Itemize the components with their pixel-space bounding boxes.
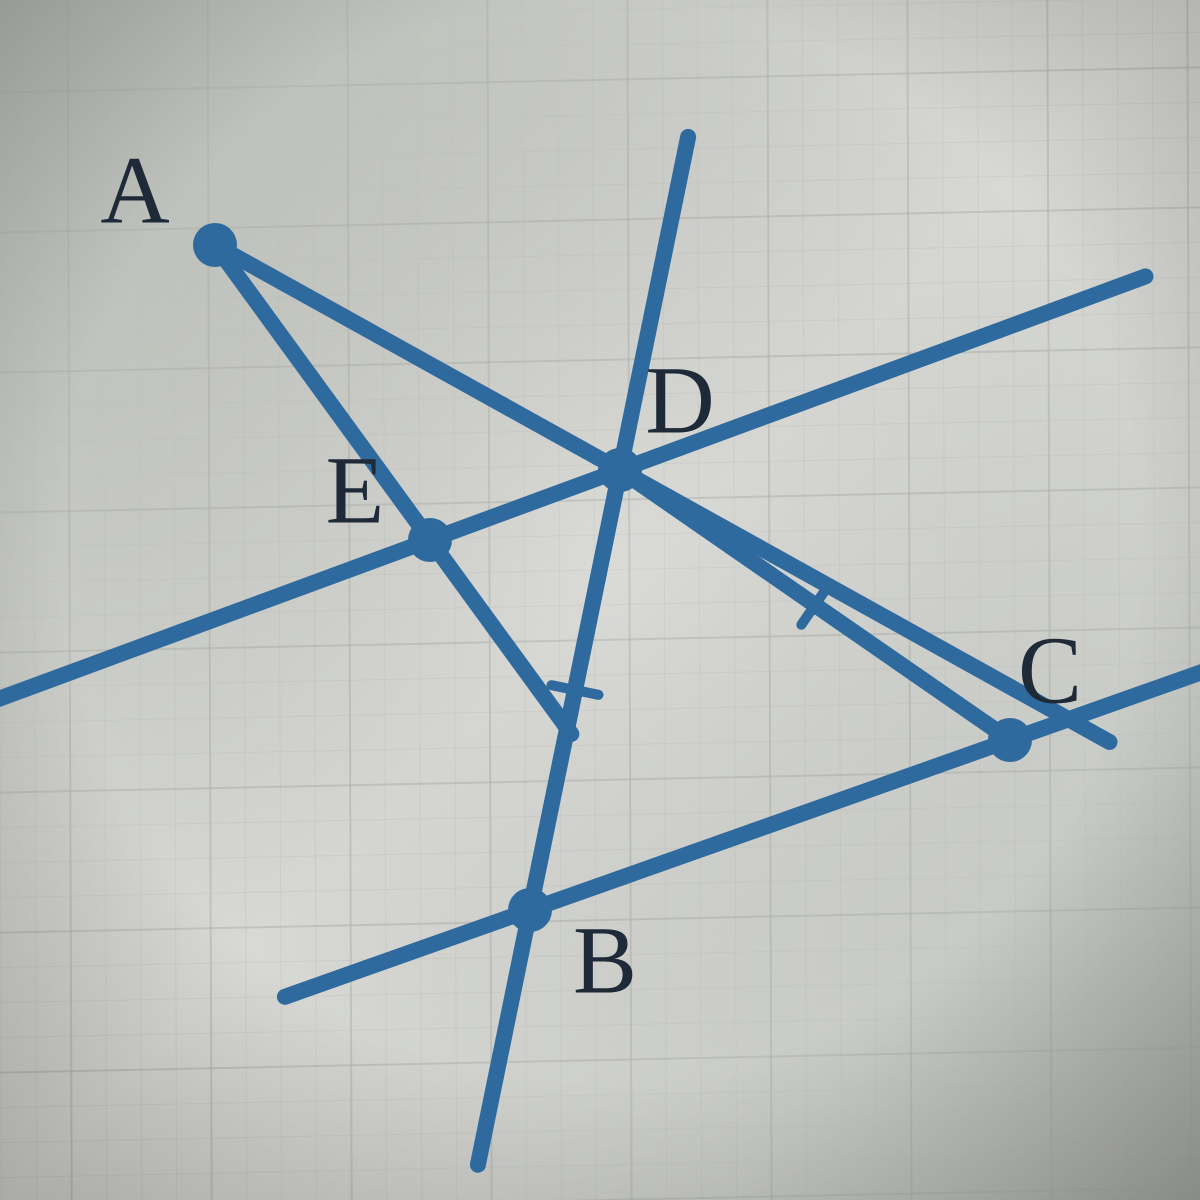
point-C bbox=[988, 718, 1032, 762]
point-B bbox=[508, 888, 552, 932]
point-E bbox=[408, 518, 452, 562]
point-A bbox=[193, 223, 237, 267]
diagram-canvas: AEDBC bbox=[0, 0, 1200, 1200]
geometric-diagram bbox=[0, 0, 1200, 1200]
point-D bbox=[598, 448, 642, 492]
